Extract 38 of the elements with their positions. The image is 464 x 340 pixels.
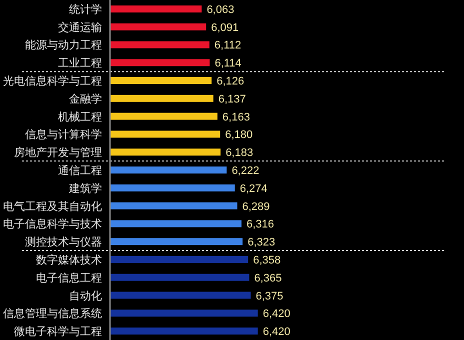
- y-tick-label: 信息管理与信息系统: [3, 307, 102, 320]
- y-tick-label: 房地产开发与管理: [14, 146, 102, 160]
- y-tick-label: 金融学: [69, 93, 102, 106]
- y-tick-label: 建筑学: [68, 182, 102, 195]
- data-label: 6,183: [226, 147, 254, 160]
- data-label: 6,180: [225, 129, 253, 142]
- data-label: 6,316: [246, 218, 274, 231]
- y-tick-label: 统计学: [69, 2, 102, 16]
- data-label: 6,163: [222, 111, 250, 124]
- y-tick-label: 通信工程: [58, 164, 102, 177]
- y-tick-label: 光电信息科学与工程: [3, 74, 102, 88]
- y-tick-label: 信息与计算科学: [25, 128, 102, 142]
- data-label: 6,375: [256, 290, 284, 302]
- y-tick-label: 数字媒体技术: [36, 253, 102, 266]
- data-label: 6,222: [232, 165, 260, 177]
- data-label: 6,289: [242, 200, 270, 213]
- data-label: 6,126: [216, 76, 244, 88]
- data-label: 6,063: [206, 4, 234, 16]
- data-label: 6,274: [240, 182, 268, 195]
- data-label: 6,358: [253, 254, 281, 266]
- data-label: 6,420: [262, 308, 290, 320]
- data-label: 6,365: [254, 272, 282, 284]
- data-label: 6,112: [214, 40, 242, 52]
- data-label: 6,420: [262, 326, 290, 338]
- y-tick-label: 电子信息工程: [36, 271, 102, 284]
- y-tick-label: 工业工程: [58, 56, 102, 70]
- y-tick-label: 自动化: [69, 290, 102, 302]
- y-tick-label: 机械工程: [58, 110, 102, 124]
- data-label: 6,114: [214, 58, 242, 70]
- y-tick-label: 能源与动力工程: [25, 38, 102, 52]
- data-label: 6,091: [211, 22, 239, 34]
- data-label: 6,137: [218, 93, 246, 106]
- y-tick-label: 电子信息科学与技术: [3, 218, 102, 231]
- y-tick-label: 电气工程及其自动化: [3, 200, 102, 213]
- data-label: 6,323: [248, 236, 276, 249]
- y-tick-label: 微电子科学与工程: [14, 325, 102, 338]
- y-tick-label: 测控技术与仪器: [25, 236, 102, 249]
- y-tick-label: 交通运输: [58, 20, 102, 34]
